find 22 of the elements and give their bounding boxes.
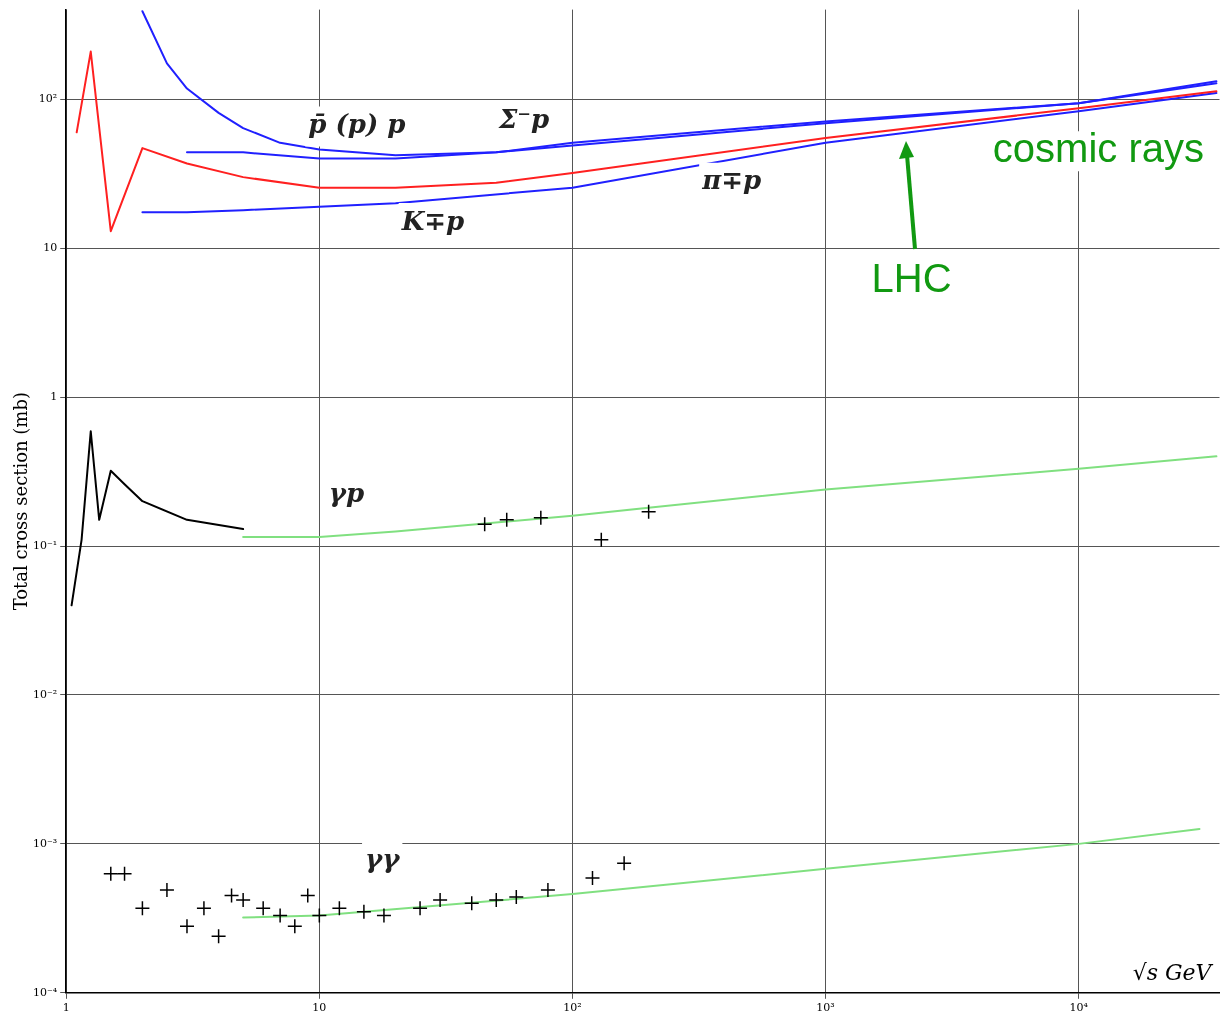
y-tick-label: 10: [43, 241, 58, 255]
annotation: cosmic rays: [992, 126, 1204, 171]
x-tick-label: 10²: [563, 1001, 582, 1015]
annotation: π∓p: [701, 165, 762, 196]
annotation: γγ: [365, 843, 402, 874]
x-axis-title: √s GeV: [1132, 959, 1214, 985]
y-tick-label: 10⁻⁴: [32, 985, 58, 999]
annotation: K∓p: [400, 205, 465, 236]
y-axis-title: Total cross section (mb): [9, 392, 31, 611]
annotation: Σ⁻p: [497, 104, 550, 135]
x-tick-label: 10⁴: [1069, 1001, 1089, 1015]
y-tick-label: 10⁻¹: [32, 538, 58, 552]
y-tick-label: 10⁻²: [32, 687, 58, 701]
annotation: LHC: [871, 255, 952, 300]
y-tick-label: 1: [50, 389, 58, 403]
annotation: p̄ (p) p: [308, 109, 406, 140]
y-tick-label: 10⁻³: [32, 836, 58, 850]
x-tick-label: 1: [62, 1001, 70, 1015]
x-tick-label: 10³: [816, 1001, 835, 1015]
annotation: γp: [328, 478, 365, 509]
x-tick-label: 10: [312, 1001, 327, 1015]
y-tick-label: 10²: [38, 92, 58, 106]
